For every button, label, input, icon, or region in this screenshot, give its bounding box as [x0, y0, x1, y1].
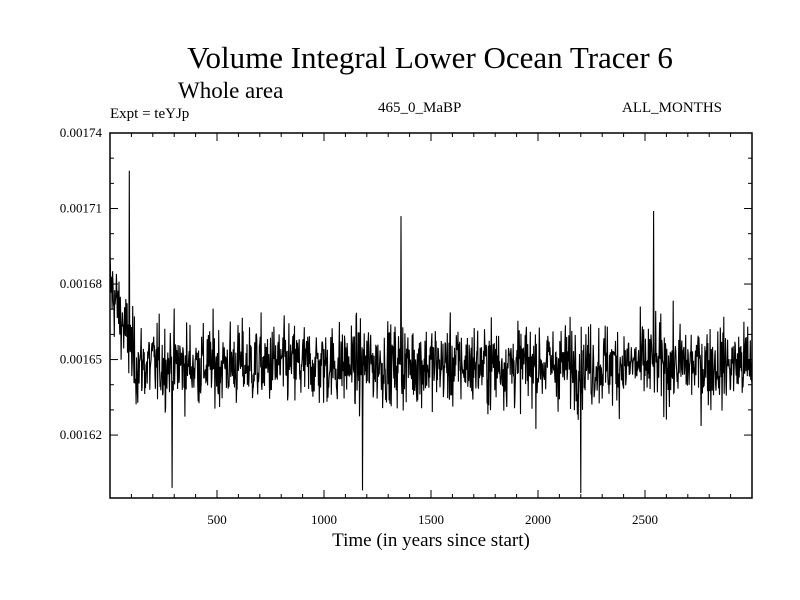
chart-subtitle: Whole area [178, 78, 284, 103]
chart-title: Volume Integral Lower Ocean Tracer 6 [187, 40, 673, 75]
y-tick-label: 0.00174 [60, 125, 103, 140]
x-tick-label: 1000 [311, 512, 337, 527]
series-line-tracer-6 [109, 170, 753, 494]
y-tick-label: 0.00171 [60, 201, 102, 216]
series-group [109, 170, 753, 494]
period-label: ALL_MONTHS [622, 100, 722, 116]
y-tick-label: 0.00168 [60, 276, 102, 291]
run-label: 465_0_MaBP [378, 100, 462, 116]
experiment-label: Expt = teYJp [110, 106, 190, 122]
y-tick-label: 0.00162 [60, 427, 102, 442]
x-tick-label: 2500 [632, 512, 658, 527]
tick-labels: 0.00162 0.00165 0.00168 0.00171 0.00174 500 10… [60, 125, 658, 527]
x-tick-label: 2000 [525, 512, 551, 527]
x-tick-label: 1500 [418, 512, 444, 527]
x-axis-label: Time (in years since start) [332, 530, 530, 551]
axis-ticks [110, 132, 752, 498]
x-tick-label: 500 [207, 512, 227, 527]
y-tick-label: 0.00165 [60, 352, 102, 367]
